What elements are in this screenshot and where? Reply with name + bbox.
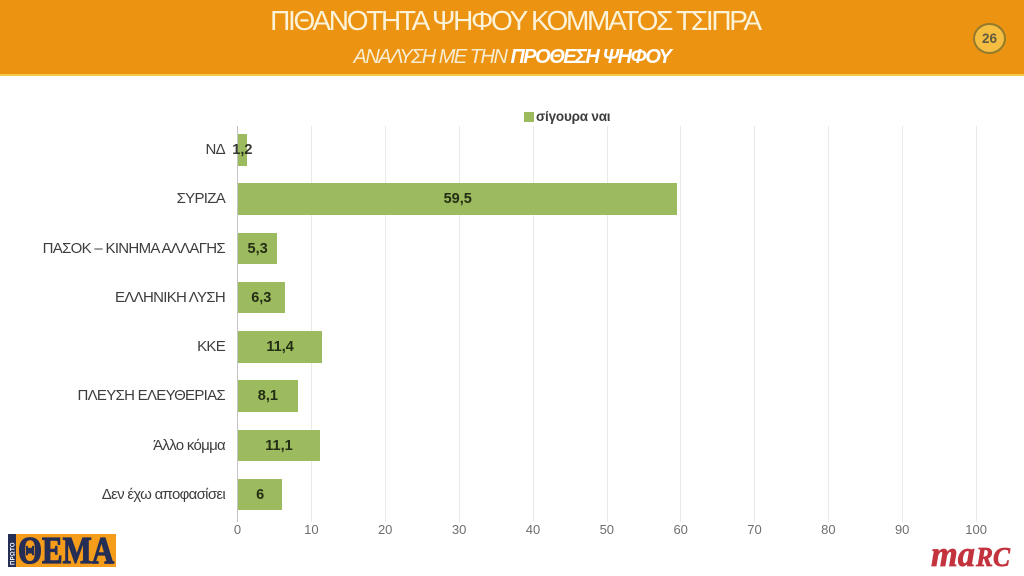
- svg-text:RC: RC: [975, 542, 1011, 570]
- svg-text:ΠΡΩΤΟ: ΠΡΩΤΟ: [11, 542, 17, 565]
- svg-text:ma: ma: [931, 540, 975, 570]
- svg-text:ΘΕΜΑ: ΘΕΜΑ: [18, 534, 114, 567]
